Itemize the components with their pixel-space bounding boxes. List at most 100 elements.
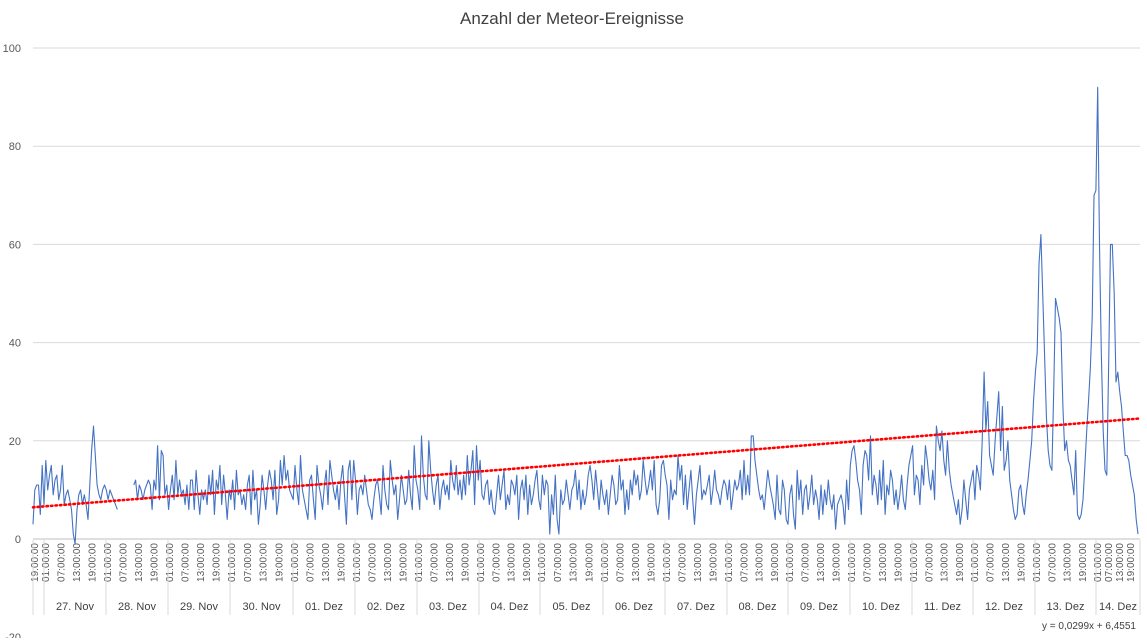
x-tick-label: 07:00:00 — [616, 543, 627, 582]
x-tick-label: 19:00:00 — [212, 543, 223, 582]
series-layer — [32, 86, 1139, 545]
x-tick-label: 19:00:00 — [337, 543, 348, 582]
x-tick-label: 07:00:00 — [430, 543, 441, 582]
x-tick-label: 07:00:00 — [1104, 543, 1115, 582]
x-tick-label: 07:00:00 — [739, 543, 750, 582]
x-group-label: 02. Dez — [367, 601, 405, 613]
x-tick-label: 07:00:00 — [1047, 543, 1058, 582]
x-group-label: 30. Nov — [243, 601, 281, 613]
x-tick-label: 19:00:00 — [522, 543, 533, 582]
x-group-label: 09. Dez — [800, 601, 838, 613]
x-tick-label: 13:00:00 — [816, 543, 827, 582]
series-line — [32, 425, 118, 545]
x-tick-label: 13:00:00 — [631, 543, 642, 582]
x-tick-label: 19:00:00 — [647, 543, 658, 582]
y-tick-label: 40 — [9, 338, 21, 350]
x-group-label: 05. Dez — [553, 601, 591, 613]
x-tick-label: 01:00:00 — [165, 543, 176, 582]
x-group-label: 28. Nov — [118, 601, 156, 613]
x-group-label: 06. Dez — [615, 601, 653, 613]
y-tick-label: 60 — [9, 239, 21, 251]
x-tick-label: 13:00:00 — [383, 543, 394, 582]
x-tick-label: 01:00:00 — [290, 543, 301, 582]
x-tick-label: 19:00:00 — [88, 543, 99, 582]
x-group-label: 03. Dez — [429, 601, 467, 613]
x-tick-label: 01:00:00 — [414, 543, 425, 582]
x-tick-label: 01:00:00 — [909, 543, 920, 582]
x-tick-label: 01:00:00 — [227, 543, 238, 582]
x-group-label: 14. Dez — [1099, 601, 1137, 613]
x-tick-label: 19:00:00 — [770, 543, 781, 582]
x-tick-label: 01:00:00 — [1032, 543, 1043, 582]
y-tick-label: 100 — [3, 43, 21, 55]
x-tick-label: 19:00:00 — [150, 543, 161, 582]
y-tick-label: 20 — [9, 436, 21, 448]
x-tick-label: 07:00:00 — [119, 543, 130, 582]
x-group-label: 12. Dez — [985, 601, 1023, 613]
series-line — [133, 86, 1139, 535]
x-tick-label: 13:00:00 — [196, 543, 207, 582]
x-group-label: 07. Dez — [677, 601, 715, 613]
x-group-label: 01. Dez — [305, 601, 343, 613]
x-tick-label: 19:00:00 — [274, 543, 285, 582]
x-tick-label: 01:00:00 — [352, 543, 363, 582]
x-group-label: 04. Dez — [491, 601, 529, 613]
x-tick-label: 07:00:00 — [368, 543, 379, 582]
x-tick-label: 13:00:00 — [321, 543, 332, 582]
x-tick-label: 13:00:00 — [1115, 543, 1126, 582]
x-tick-label: 07:00:00 — [306, 543, 317, 582]
x-tick-label: 07:00:00 — [678, 543, 689, 582]
x-tick-label: 13:00:00 — [507, 543, 518, 582]
x-tick-label: 13:00:00 — [134, 543, 145, 582]
x-tick-label: 07:00:00 — [801, 543, 812, 582]
x-tick-label: 01:00:00 — [724, 543, 735, 582]
x-tick-label: 13:00:00 — [878, 543, 889, 582]
x-tick-label: 19:00:00 — [1017, 543, 1028, 582]
x-tick-label: 19:00:00 — [709, 543, 720, 582]
x-tick-label: 19:00:00 — [955, 543, 966, 582]
x-tick-label: 07:00:00 — [863, 543, 874, 582]
x-tick-label: 19:00:00 — [894, 543, 905, 582]
x-tick-label: 19:00:00 — [584, 543, 595, 582]
x-tick-label: 01:00:00 — [537, 543, 548, 582]
x-tick-label: 01:00:00 — [41, 543, 52, 582]
x-tick-label: 01:00:00 — [103, 543, 114, 582]
x-group-label: 27. Nov — [56, 601, 94, 613]
x-tick-label: 19:00:00 — [832, 543, 843, 582]
x-tick-label: 01:00:00 — [785, 543, 796, 582]
x-tick-label: 07:00:00 — [181, 543, 192, 582]
x-tick-label: 13:00:00 — [72, 543, 83, 582]
x-tick-label: 13:00:00 — [445, 543, 456, 582]
x-tick-label: 01:00:00 — [847, 543, 858, 582]
x-tick-label: 13:00:00 — [693, 543, 704, 582]
x-tick-label: 13:00:00 — [1001, 543, 1012, 582]
x-tick-label: 07:00:00 — [553, 543, 564, 582]
x-group-label: 29. Nov — [180, 601, 218, 613]
y-tick-label: 80 — [9, 141, 21, 153]
x-tick-label: 13:00:00 — [940, 543, 951, 582]
x-tick-label: 07:00:00 — [243, 543, 254, 582]
x-tick-label: 01:00:00 — [1093, 543, 1104, 582]
x-tick-label: 13:00:00 — [755, 543, 766, 582]
x-group-label: 11. Dez — [924, 601, 961, 613]
x-tick-label: 07:00:00 — [57, 543, 68, 582]
grid-lines — [33, 47, 1140, 540]
x-tick-label: 13:00:00 — [569, 543, 580, 582]
x-tick-label: 07:00:00 — [491, 543, 502, 582]
x-tick-label: 19:00:00 — [399, 543, 410, 582]
x-group-label: 08. Dez — [739, 601, 777, 613]
x-tick-label: 01:00:00 — [600, 543, 611, 582]
x-tick-label: 07:00:00 — [986, 543, 997, 582]
x-tick-label: 19:00:00 — [1078, 543, 1089, 582]
x-tick-label: 01:00:00 — [476, 543, 487, 582]
x-axis: 19:00:00 01:00:00 07:00:00 13:00:00 19:00:00… — [30, 540, 1141, 615]
x-group-label: 10. Dez — [862, 601, 900, 613]
x-group-label: 13. Dez — [1047, 601, 1085, 613]
chart-title: Anzahl der Meteor-Ereignisse — [460, 9, 684, 28]
x-tick-label: 19:00:00 — [461, 543, 472, 582]
y-axis: 100 80 60 40 20 0 -20 — [3, 43, 21, 643]
trendline — [31, 417, 1140, 509]
x-tick-label: 01:00:00 — [662, 543, 673, 582]
